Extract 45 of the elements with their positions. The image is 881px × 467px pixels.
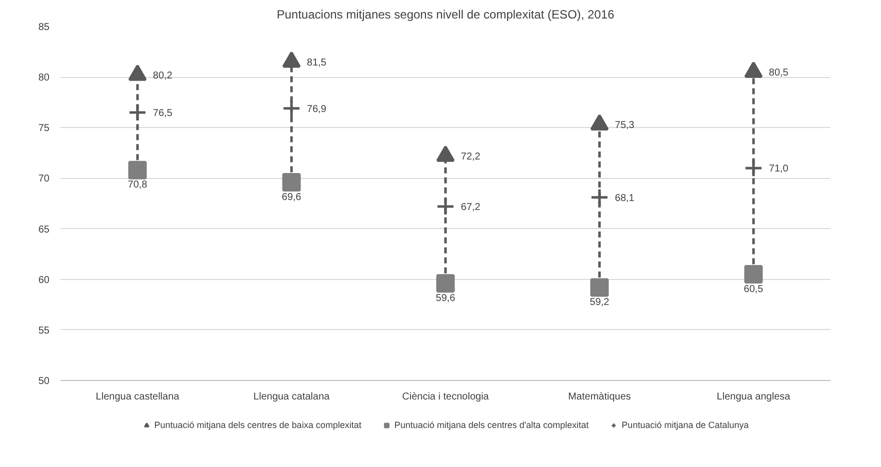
y-tick-label: 80 — [38, 72, 50, 84]
data-label: 60,5 — [744, 284, 764, 295]
x-tick-label: Llengua catalana — [253, 392, 330, 402]
legend-label: Puntuació mitjana de Catalunya — [622, 420, 749, 430]
data-label: 76,9 — [306, 104, 327, 115]
y-tick-label: 70 — [38, 174, 50, 185]
data-label: 72,2 — [460, 151, 481, 162]
x-tick-label: Llengua castellana — [96, 392, 180, 402]
point — [282, 51, 301, 68]
point — [744, 158, 763, 178]
chart-title: Puntuacions mitjanes segons nivell de complexitat (ESO), 2016 — [276, 8, 615, 22]
data-label: 71,0 — [768, 164, 789, 175]
point — [436, 145, 455, 162]
x-tick-label: Matemàtiques — [568, 392, 631, 402]
data-label: 68,1 — [614, 192, 635, 204]
point — [744, 265, 763, 284]
y-tick-label: 85 — [38, 22, 50, 33]
data-label: 80,2 — [152, 70, 173, 82]
point — [128, 64, 147, 81]
data-label: 81,5 — [306, 57, 327, 68]
data-label: 67,2 — [460, 202, 481, 214]
y-tick-label: 55 — [38, 325, 50, 336]
data-label: 59,2 — [590, 296, 610, 308]
point — [590, 188, 609, 207]
data-label: 75,3 — [614, 120, 635, 132]
x-tick-label: Ciència i tecnologia — [402, 392, 490, 402]
x-tick-label: Llengua anglesa — [716, 392, 791, 402]
point — [128, 160, 147, 180]
legend-label: Puntuació mitjana dels centres de baixa complexitat — [154, 420, 362, 430]
data-label: 70,8 — [128, 180, 148, 191]
data-label: 59,6 — [436, 292, 456, 304]
point — [744, 62, 763, 78]
data-label: 76,5 — [152, 108, 173, 119]
y-tick-label: 50 — [38, 376, 50, 387]
y-tick-label: 65 — [38, 224, 50, 236]
point — [436, 197, 455, 216]
y-tick-label: 60 — [38, 274, 50, 286]
data-label: 69,6 — [282, 192, 302, 203]
point — [590, 114, 609, 130]
y-tick-label: 75 — [38, 123, 50, 134]
legend-label: Puntuació mitjana dels centres d'alta complexitat — [394, 420, 589, 430]
point — [436, 274, 455, 293]
data-label: 80,5 — [768, 68, 789, 79]
point — [282, 173, 301, 192]
point — [590, 278, 609, 297]
